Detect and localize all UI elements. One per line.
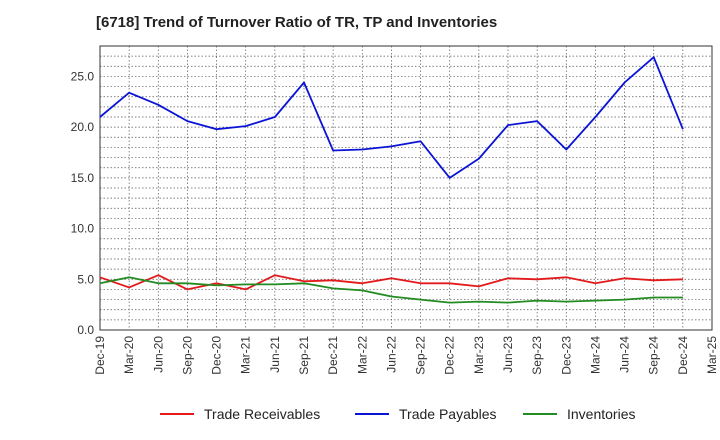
y-tick-label: 25.0	[71, 69, 95, 83]
x-tick-label: Dec-22	[443, 336, 457, 375]
x-tick-label: Mar-23	[472, 336, 486, 374]
x-tick-label: Jun-20	[151, 336, 165, 373]
y-tick-label: 10.0	[71, 222, 95, 236]
y-tick-label: 15.0	[71, 171, 95, 185]
legend-label: Trade Payables	[399, 406, 497, 422]
x-tick-label: Jun-23	[501, 336, 515, 373]
series-lines	[99, 56, 684, 304]
y-tick-label: 0.0	[77, 323, 94, 337]
x-tick-label: Dec-19	[93, 336, 107, 375]
series-line-trade-receivables	[99, 274, 683, 291]
plot-area-frame	[99, 45, 713, 331]
series-line-trade-payables	[99, 56, 684, 179]
y-axis-tick-labels: 0.0 5.0 10.0 15.0 20.0 25.0	[71, 69, 95, 337]
x-tick-label: Sep-21	[297, 336, 311, 375]
series-line-inventories	[99, 276, 683, 304]
y-tick-label: 5.0	[77, 272, 94, 286]
x-tick-label: Dec-20	[210, 336, 224, 375]
x-tick-label: Jun-22	[384, 336, 398, 373]
x-tick-label: Sep-24	[647, 336, 661, 375]
x-tick-label: Sep-20	[180, 336, 194, 375]
x-tick-label: Mar-21	[239, 336, 253, 374]
x-axis-tick-labels: Dec-19 Mar-20 Jun-20 Sep-20 Dec-20 Mar-21 Jun-…	[93, 336, 719, 375]
legend-label: Inventories	[567, 406, 635, 422]
x-tick-label: Mar-20	[122, 336, 136, 374]
x-tick-label: Jun-21	[268, 336, 282, 373]
x-tick-label: Mar-25	[705, 336, 719, 374]
legend: Trade Receivables Trade Payables Inventori…	[160, 406, 635, 422]
x-tick-label: Dec-24	[676, 336, 690, 375]
legend-label: Trade Receivables	[204, 406, 320, 422]
x-tick-label: Jun-24	[618, 336, 632, 373]
x-tick-label: Sep-23	[530, 336, 544, 375]
x-tick-label: Sep-22	[414, 336, 428, 375]
x-tick-label: Dec-21	[326, 336, 340, 375]
chart-title: [6718] Trend of Turnover Ratio of TR, TP…	[96, 14, 498, 31]
x-tick-label: Mar-24	[588, 336, 602, 374]
y-tick-label: 20.0	[71, 120, 95, 134]
grid-lines	[100, 46, 712, 330]
x-tick-label: Mar-22	[355, 336, 369, 374]
x-tick-label: Dec-23	[559, 336, 573, 375]
